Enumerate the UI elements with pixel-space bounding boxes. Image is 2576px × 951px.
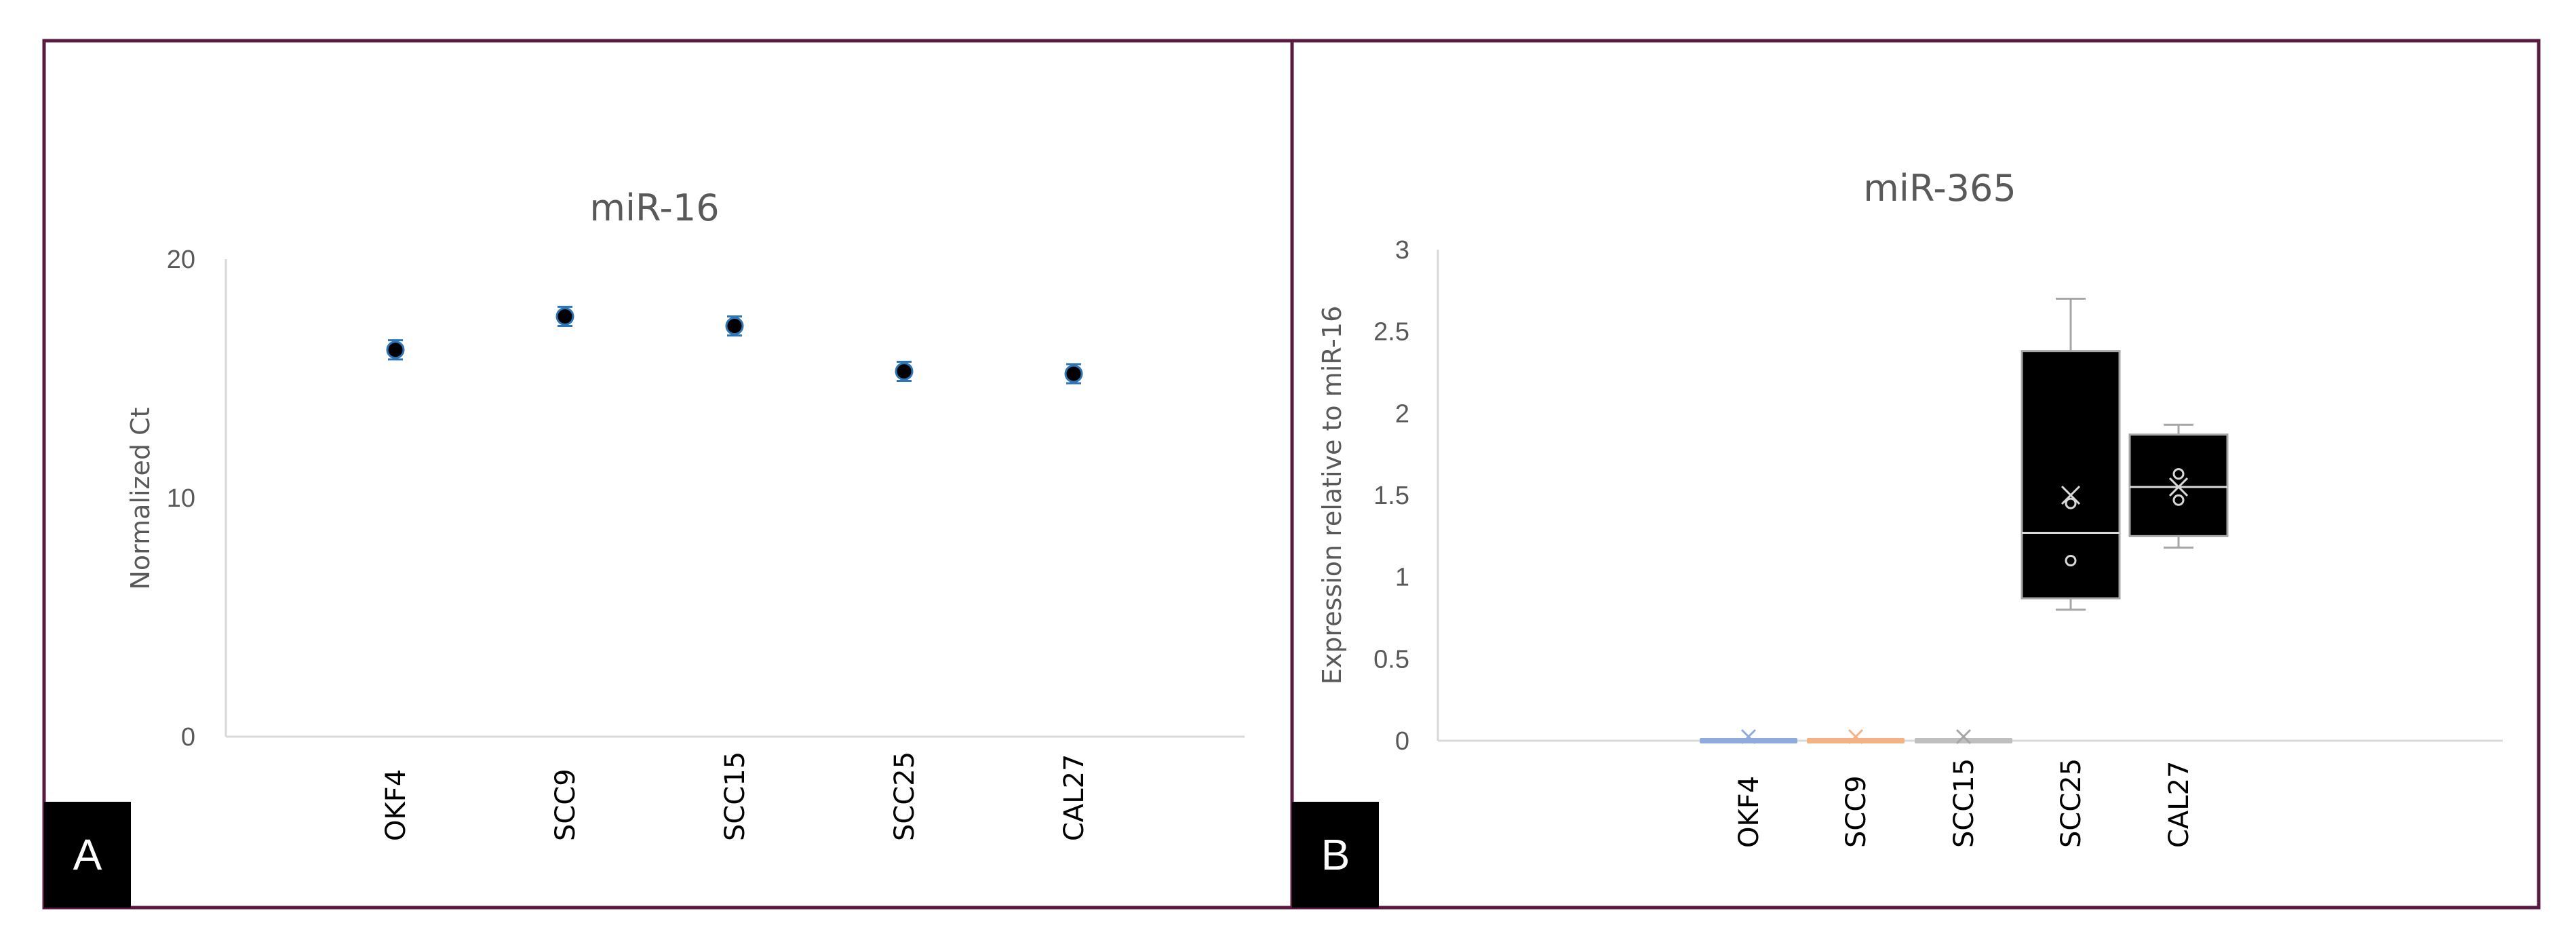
panel-a-xtick-label: SCC15 [720, 752, 751, 841]
panel-b-mean-marker [1848, 729, 1864, 745]
panel-a-xtick-label: SCC9 [550, 769, 581, 841]
panel-b-inner-point [2172, 494, 2185, 506]
panel-a-ytick-label: 20 [167, 246, 195, 274]
panel-b-ylabel: Expression relative to miR-16 [1317, 306, 1347, 685]
panel-a-chart: miR-16 Normalized Ct 0 10 20 OKF4 SCC9 SCC15… [125, 187, 1245, 841]
panel-a-frame [42, 39, 1294, 910]
panel-b-label: B [1321, 830, 1350, 879]
panel-b-title: miR-365 [1863, 167, 2016, 210]
panel-b-box-flat [1700, 738, 1797, 743]
panel-b-box [2021, 350, 2121, 600]
panel-b-xtick-label: SCC9 [1841, 775, 1872, 848]
panel-a-title: miR-16 [589, 187, 719, 229]
panel-b-frame [1290, 39, 2541, 910]
panel-b-ytick-label: 1.5 [1373, 482, 1409, 510]
panel-a-ytick-label: 0 [181, 723, 195, 752]
panel-a-xtick-label: SCC25 [889, 752, 920, 841]
panel-b-ytick-label: 3 [1395, 236, 1409, 265]
panel-a-point [555, 307, 574, 326]
panel-a-label-box [44, 802, 131, 908]
panel-b-label-box [1292, 802, 1379, 908]
panel-a-point [386, 341, 405, 360]
panel-b-mean-marker [1740, 729, 1757, 745]
panel-b-xtick-label: SCC15 [1949, 758, 1980, 848]
panel-b-inner-point [2065, 497, 2077, 509]
panel-b-inner-point [2065, 555, 2077, 567]
panel-b-box-flat [1807, 738, 1905, 743]
panel-b-mean-marker [2168, 477, 2189, 497]
panel-b-inner-point [2172, 468, 2185, 480]
panel-b-ytick-label: 0 [1395, 727, 1409, 756]
panel-b-mean-marker [2061, 485, 2081, 505]
panel-b-xtick-label: CAL27 [2164, 761, 2195, 848]
panel-a-xtick-label: CAL27 [1059, 754, 1090, 841]
panel-a-xtick-label: OKF4 [380, 769, 412, 841]
panel-a-ylabel: Normalized Ct [125, 407, 155, 589]
panel-a-ytick-label: 10 [167, 484, 195, 513]
panel-b-ytick-label: 2.5 [1373, 318, 1409, 347]
panel-a-label: A [73, 830, 102, 879]
panel-b-xtick-label: SCC25 [2056, 758, 2087, 848]
panel-a-point [895, 362, 914, 381]
panel-b-ytick-label: 0.5 [1373, 645, 1409, 674]
panel-b-ytick-label: 2 [1395, 400, 1409, 428]
panel-b-box-flat [1915, 738, 2012, 743]
panel-b-chart: miR-365 Expression relative to miR-16 0 0… [1317, 167, 2503, 848]
panel-a-point [1064, 364, 1083, 383]
panel-b-mean-marker [1955, 729, 1972, 745]
panel-a-point [725, 317, 744, 336]
panel-b-box [2128, 433, 2229, 537]
panel-b-ytick-label: 1 [1395, 564, 1409, 592]
panel-b-xtick-label: OKF4 [1734, 776, 1765, 848]
